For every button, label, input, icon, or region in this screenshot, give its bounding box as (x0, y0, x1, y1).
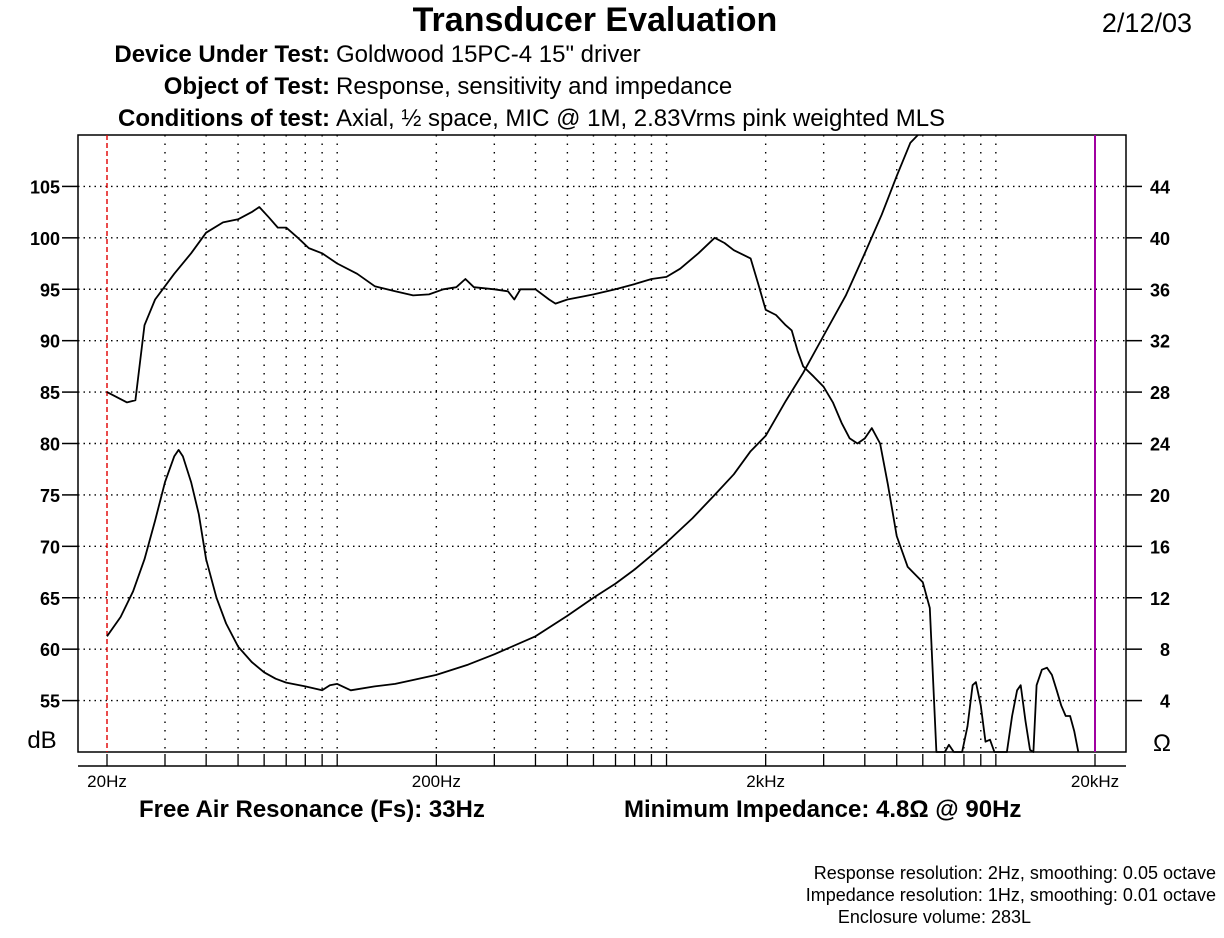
response-series-line (106, 206, 1080, 753)
y-tick-label-left: 70 (40, 537, 60, 557)
y-tick-label-left: 105 (30, 177, 60, 197)
y-tick-label-left: 65 (40, 589, 60, 609)
response-resolution: Response resolution: 2Hz, smoothing: 0.0… (813, 863, 1216, 883)
y-tick-label-left: 100 (30, 229, 60, 249)
y-tick-label-right: 40 (1150, 229, 1170, 249)
y-tick-label-left: 60 (40, 640, 60, 660)
x-tick-label: 20Hz (87, 772, 127, 791)
y-tick-label-right: 16 (1150, 537, 1170, 557)
y-tick-label-right: 12 (1150, 589, 1170, 609)
y-tick-label-left: 95 (40, 280, 60, 300)
object-row: Object of Test: Response, sensitivity an… (0, 72, 1224, 102)
y-tick-label-right: 44 (1150, 177, 1170, 197)
y-tick-label-left: 75 (40, 486, 60, 506)
device-label: Device Under Test: (114, 41, 330, 68)
x-tick-label: 20kHz (1071, 772, 1119, 791)
y-tick-label-left: 55 (40, 692, 60, 712)
y-axis-label-left: dB (27, 727, 56, 754)
y-tick-label-right: 28 (1150, 383, 1170, 403)
y-tick-label-left: 85 (40, 383, 60, 403)
x-tick-label: 200Hz (412, 772, 461, 791)
object-label: Object of Test: (163, 73, 330, 100)
impedance-resolution: Impedance resolution: 1Hz, smoothing: 0.… (805, 885, 1216, 905)
y-tick-label-right: 32 (1150, 332, 1170, 352)
chart-title: Transducer Evaluation (412, 1, 778, 39)
device-row: Device Under Test: Goldwood 15PC-4 15" d… (0, 40, 1224, 70)
x-tick-label: 2kHz (746, 772, 785, 791)
y-axis-label-right: Ω (1153, 730, 1171, 757)
y-tick-label-right: 20 (1150, 486, 1170, 506)
minimum-impedance: Minimum Impedance: 4.8Ω @ 90Hz (624, 796, 1022, 823)
free-air-resonance: Free Air Resonance (Fs): 33Hz (139, 796, 485, 823)
y-tick-label-right: 36 (1150, 280, 1170, 300)
test-date: 2/12/03 (1101, 8, 1192, 38)
conditions-row: Conditions of test: Axial, ½ space, MIC … (0, 104, 1224, 134)
y-tick-label-right: 24 (1150, 435, 1170, 455)
y-tick-label-right: 8 (1160, 640, 1170, 660)
conditions-value: Axial, ½ space, MIC @ 1M, 2.83Vrms pink … (336, 105, 946, 132)
object-value: Response, sensitivity and impedance (336, 73, 733, 100)
impedance-series-line (106, 134, 919, 692)
device-value: Goldwood 15PC-4 15" driver (336, 41, 641, 68)
conditions-label: Conditions of test: (118, 105, 330, 132)
y-tick-label-left: 80 (40, 435, 60, 455)
y-tick-label-right: 4 (1160, 692, 1170, 712)
enclosure-volume: Enclosure volume: 283L (837, 907, 1031, 927)
y-tick-label-left: 90 (40, 332, 60, 352)
